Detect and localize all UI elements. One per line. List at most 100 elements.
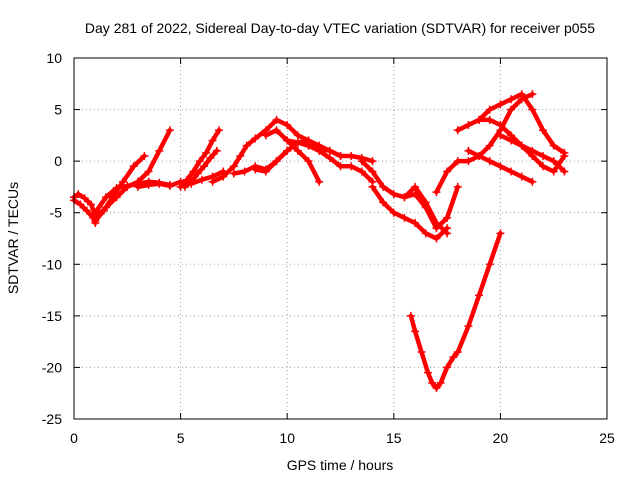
x-tick-label: 5 [177,430,185,446]
data-point-marker [475,115,484,124]
data-point-marker [432,234,441,243]
y-tick-label: -5 [50,205,63,221]
y-tick-label: 5 [54,102,62,118]
data-point-marker [496,162,505,171]
data-point-marker [417,347,426,356]
data-point-marker [251,134,260,143]
data-point-marker [283,121,292,130]
data-series [70,90,569,393]
x-tick-label: 15 [386,430,402,446]
data-point-marker [432,188,441,197]
data-point-marker [336,162,345,171]
series-trace [455,117,567,174]
data-point-marker [272,115,281,124]
data-point-marker [485,260,494,269]
data-point-marker [283,136,292,145]
data-point-marker [528,177,537,186]
data-point-marker [193,169,202,178]
data-point-marker [539,162,548,171]
series-trace [370,184,450,241]
data-point-marker [379,198,388,207]
data-point-marker [261,167,270,176]
data-point-marker [293,146,302,155]
data-point-marker [475,291,484,300]
data-point-marker [357,157,366,166]
data-point-marker [119,177,128,186]
data-point-marker [236,151,245,160]
data-point-marker [539,126,548,135]
data-point-marker [507,95,516,104]
data-point-marker [464,146,473,155]
data-point-marker [443,167,452,176]
data-point-marker [428,378,437,387]
data-point-marker [325,154,334,163]
series-trace [182,148,220,190]
data-point-marker [74,190,83,199]
series-trace [263,127,322,185]
y-tick-label: -20 [42,359,62,375]
data-point-marker [539,151,548,160]
data-point-marker [453,157,462,166]
x-tick-label: 25 [599,430,615,446]
data-point-marker [112,183,121,192]
x-tick-label: 0 [70,430,78,446]
plot-frame [73,57,608,420]
data-point-marker [475,151,484,160]
data-point-marker [507,105,516,114]
data-point-marker [189,167,198,176]
data-point-marker [80,194,89,203]
data-point-marker [464,121,473,130]
data-point-marker [423,368,432,377]
x-axis: 0 5 10 15 20 25 [70,58,615,446]
data-point-marker [368,157,377,166]
data-point-marker [206,154,215,163]
data-point-marker [229,162,238,171]
data-point-marker [517,141,526,150]
series-trace [408,231,503,391]
data-point-marker [528,90,537,99]
y-axis: -25 -20 -15 -10 -5 0 5 10 [42,50,607,427]
data-point-marker [242,141,251,150]
data-point-marker [496,100,505,109]
data-point-marker [200,162,209,171]
x-axis-label: GPS time / hours [287,457,394,473]
data-point-marker [82,206,91,215]
data-point-marker [443,229,452,238]
data-point-marker [496,229,505,238]
data-point-marker [549,141,558,150]
data-point-marker [155,179,164,188]
data-point-marker [411,182,420,191]
series-14 [304,141,377,186]
data-point-marker [129,162,138,171]
data-point-marker [155,146,164,155]
data-point-marker [180,182,189,191]
y-tick-label: -25 [42,411,62,427]
data-point-marker [229,169,238,178]
data-point-marker [202,148,211,157]
data-point-marker [432,384,441,393]
data-point-marker [101,193,110,202]
data-point-marker [449,353,458,362]
data-point-marker [421,198,430,207]
data-point-marker [453,347,462,356]
data-point-marker [304,157,313,166]
data-point-marker [421,229,430,238]
data-point-marker [315,177,324,186]
data-point-marker [91,208,100,217]
data-point-marker [379,182,388,191]
data-point-marker [400,213,409,222]
data-point-marker [436,378,445,387]
data-point-marker [195,157,204,166]
y-tick-label: 10 [46,50,62,66]
data-point-marker [400,193,409,202]
data-point-marker [528,151,537,160]
data-point-marker [304,141,313,150]
data-point-marker [140,151,149,160]
data-point-marker [496,121,505,130]
data-point-marker [272,157,281,166]
series-16 [368,182,452,243]
data-point-marker [411,327,420,336]
data-point-marker [507,167,516,176]
data-point-marker [212,146,221,155]
